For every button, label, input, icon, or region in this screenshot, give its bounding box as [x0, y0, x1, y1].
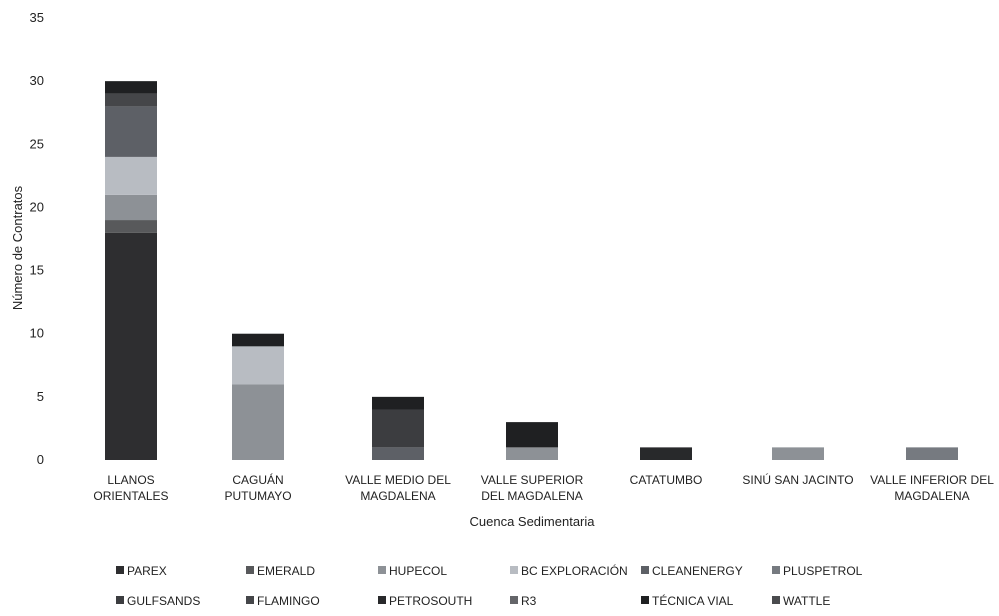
legend-label: PAREX: [127, 564, 167, 578]
bar-segment: [105, 232, 157, 460]
x-axis-title: Cuenca Sedimentaria: [469, 514, 595, 529]
bar-segment: [372, 396, 424, 410]
bar-segment: [105, 81, 157, 94]
legend-swatch: [116, 566, 124, 574]
bar-segment: [232, 384, 284, 460]
y-tick-label: 30: [30, 73, 44, 88]
bar-segment: [772, 447, 824, 460]
x-category-label: PUTUMAYO: [224, 489, 291, 503]
legend-label: PETROSOUTH: [389, 594, 472, 608]
bar-segment: [232, 346, 284, 385]
legend-swatch: [246, 566, 254, 574]
x-category-label: CAGUÁN: [232, 472, 283, 487]
legend-label: GULFSANDS: [127, 594, 200, 608]
y-tick-label: 5: [37, 389, 44, 404]
bar-segment: [506, 422, 558, 448]
x-category-label: LLANOS: [107, 473, 154, 487]
x-category-label: CATATUMBO: [630, 473, 703, 487]
legend-swatch: [641, 566, 649, 574]
y-tick-label: 15: [30, 263, 44, 278]
x-category-label: VALLE MEDIO DEL: [345, 473, 451, 487]
legend-label: BC EXPLORACIÓN: [521, 563, 628, 578]
y-axis-title: Número de Contratos: [10, 185, 25, 310]
legend-swatch: [378, 596, 386, 604]
legend-swatch: [510, 596, 518, 604]
legend-swatch: [772, 566, 780, 574]
bar-segment: [105, 93, 157, 107]
bar-segment: [372, 447, 424, 460]
legend-label: HUPECOL: [389, 564, 447, 578]
y-tick-label: 0: [37, 452, 44, 467]
bar-segment: [506, 447, 558, 460]
legend-label: TÉCNICA VIAL: [652, 593, 734, 608]
legend-swatch: [116, 596, 124, 604]
y-tick-label: 20: [30, 199, 44, 214]
legend-label: CLEANENERGY: [652, 564, 743, 578]
x-category-label: VALLE INFERIOR DEL: [870, 473, 994, 487]
bar-segment: [906, 447, 958, 460]
x-category-label: MAGDALENA: [894, 489, 969, 503]
bar-segment: [372, 409, 424, 448]
x-category-label: MAGDALENA: [360, 489, 435, 503]
bar-segment: [640, 447, 692, 460]
y-tick-label: 35: [30, 10, 44, 25]
x-category-label: ORIENTALES: [93, 489, 168, 503]
bar-segment: [105, 220, 157, 233]
x-category-label: SINÚ SAN JACINTO: [742, 472, 853, 487]
legend: PAREX EMERALD HUPECOL BC EXPLORACIÓN CLEANEN…: [116, 563, 863, 608]
y-tick-label: 25: [30, 136, 44, 151]
bar-segment: [105, 156, 157, 195]
bar-segment: [232, 333, 284, 347]
x-category-label: DEL MAGDALENA: [481, 489, 583, 503]
bars: [105, 81, 958, 460]
legend-label: FLAMINGO: [257, 594, 320, 608]
legend-swatch: [246, 596, 254, 604]
legend-swatch: [378, 566, 386, 574]
bar-segment: [105, 194, 157, 221]
y-axis-ticks: 0 5 10 15 20 25 30 35: [30, 10, 44, 467]
x-category-label: VALLE SUPERIOR: [481, 473, 584, 487]
x-axis-categories: LLANOS ORIENTALES CAGUÁN PUTUMAYO VALLE MEDI…: [93, 472, 994, 503]
legend-label: EMERALD: [257, 564, 315, 578]
legend-swatch: [641, 596, 649, 604]
legend-swatch: [510, 566, 518, 574]
legend-label: WATTLE: [783, 594, 830, 608]
legend-label: R3: [521, 594, 537, 608]
bar-segment: [105, 106, 157, 157]
legend-label: PLUSPETROL: [783, 564, 863, 578]
y-tick-label: 10: [30, 326, 44, 341]
legend-swatch: [772, 596, 780, 604]
